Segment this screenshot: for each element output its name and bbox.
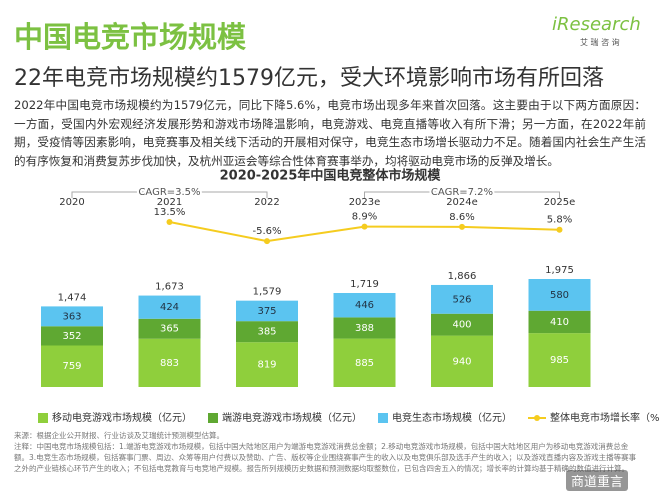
segment-label: 410	[550, 317, 569, 328]
legend-label: 移动电竞游戏市场规模（亿元）	[52, 411, 192, 424]
cagr-bracket	[71, 191, 268, 198]
source: 来源：根据企业公开财报、行业访谈及艾瑞统计预测模型估算。	[14, 431, 224, 440]
segment-label: 365	[160, 324, 179, 335]
segment-label: 940	[452, 356, 471, 367]
bar-segment	[41, 345, 103, 387]
segment-label: 819	[257, 360, 276, 371]
segment-label: 985	[550, 355, 569, 366]
subtitle: 22年电竞市场规模约1579亿元，受大环境影响市场有所回落	[14, 66, 604, 91]
total-label: 1,673	[155, 282, 184, 293]
chart-title: 2020-2025年中国电竞整体市场规模	[220, 168, 442, 184]
growth-label: 8.6%	[449, 212, 474, 223]
cagr-label: CAGR=3.5%	[138, 187, 200, 198]
growth-label: 8.9%	[352, 212, 377, 223]
cagr-bracket	[364, 191, 560, 198]
growth-dot	[459, 223, 465, 230]
bar-segment	[236, 342, 298, 387]
bar-segment	[431, 335, 493, 387]
category-label: 2021	[157, 197, 182, 208]
bar-segment	[333, 317, 396, 339]
bar-segment	[236, 321, 298, 343]
segment-label: 375	[257, 306, 276, 317]
bar-segment	[528, 279, 591, 311]
chart: 2020-2025年中国电竞整体市场规模 2020 2021 2022 2023e 202…	[38, 168, 660, 424]
legend-label: 电竞生态市场规模（亿元）	[392, 411, 512, 424]
bar-segment	[138, 318, 201, 339]
bar-segment	[528, 333, 591, 387]
segment-label: 526	[452, 294, 471, 305]
note: 注释：中国电竞市场规模包括：1.端游电竞游戏市场规模，包括中国大陆地区用户为端游…	[14, 442, 637, 473]
bar-segment	[41, 306, 103, 327]
growth-dot	[166, 219, 173, 225]
segment-label: 759	[62, 361, 81, 372]
segment-label: 352	[62, 331, 81, 342]
category-label: 2024e	[446, 197, 478, 208]
growth-dot	[361, 223, 368, 230]
category-label: 2023e	[349, 197, 381, 208]
footer: 来源：根据企业公开财报、行业访谈及艾瑞统计预测模型估算。 注释：中国电竞市场规模…	[14, 430, 639, 474]
legend-swatch	[378, 413, 388, 423]
growth-dot	[264, 238, 270, 245]
growth-label: 13.5%	[154, 207, 186, 218]
segment-label: 424	[160, 302, 179, 313]
bar-segment	[138, 338, 201, 387]
logo: iResearch	[552, 14, 641, 35]
segment-label: 388	[355, 323, 374, 334]
watermark: 商道重言	[566, 470, 629, 491]
total-label: 1,719	[350, 279, 379, 290]
title: 中国电竞市场规模	[14, 20, 247, 54]
total-label: 1,866	[448, 271, 477, 282]
bar-segment	[41, 326, 103, 346]
logo-sub: 艾 瑞 咨 询	[580, 38, 620, 47]
growth-label: 5.8%	[547, 215, 572, 226]
growth-label: -5.6%	[252, 226, 281, 237]
legend-swatch	[208, 413, 218, 423]
category-label: 2020	[59, 197, 84, 208]
total-label: 1,975	[545, 265, 574, 276]
segment-label: 363	[62, 311, 81, 322]
bar-segment	[138, 295, 201, 319]
bar-segment	[333, 338, 396, 387]
segment-label: 883	[160, 358, 179, 369]
legend-swatch	[38, 413, 48, 423]
legend-dot	[534, 415, 540, 421]
bar-segment	[528, 310, 591, 334]
legend-label: 整体电竞市场增长率（%）	[550, 411, 660, 424]
bar-segment	[431, 313, 493, 336]
bar-segment	[333, 292, 396, 318]
paragraph: 2022年中国电竞市场规模约为1579亿元，同比下降5.6%，电竞市场出现多年来…	[14, 98, 646, 168]
total-label: 1,579	[253, 287, 282, 298]
legend-label: 端游电竞游戏市场规模（亿元）	[222, 411, 362, 424]
category-label: 2022	[254, 197, 279, 208]
segment-label: 446	[355, 300, 374, 311]
segment-label: 400	[452, 320, 471, 331]
growth-dot	[556, 226, 563, 233]
segment-label: 885	[355, 358, 374, 369]
cagr-label: CAGR=7.2%	[431, 187, 493, 198]
total-label: 1,474	[58, 292, 87, 303]
bar-segment	[236, 300, 298, 322]
segment-label: 580	[550, 290, 569, 301]
segment-label: 385	[257, 327, 276, 338]
bar-segment	[431, 284, 493, 314]
category-label: 2025e	[544, 197, 576, 208]
